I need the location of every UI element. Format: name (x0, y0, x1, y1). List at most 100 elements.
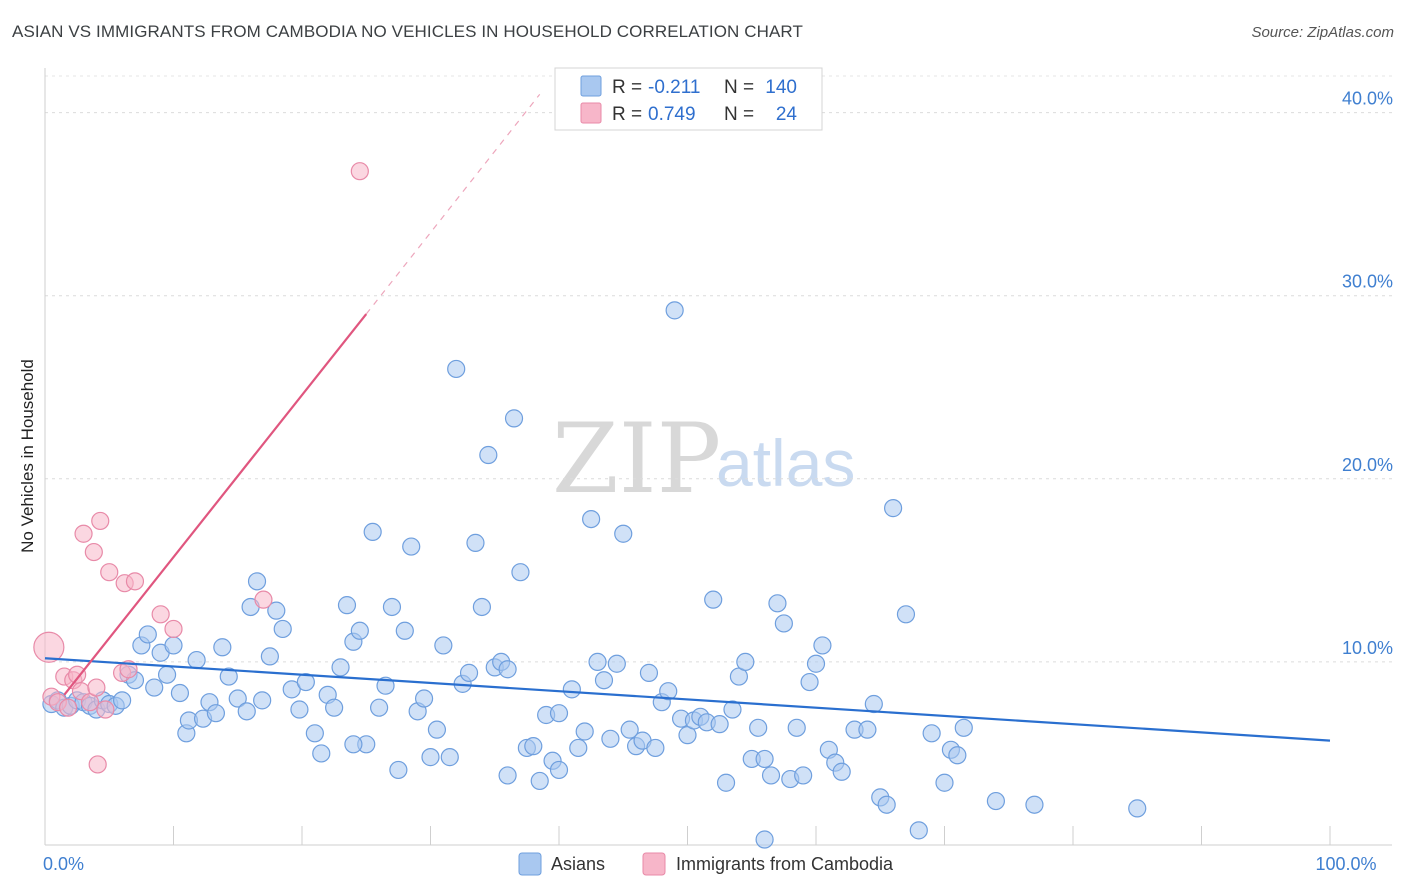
data-point-asians (145, 678, 164, 697)
data-point-asians (922, 724, 941, 743)
data-point-asians (237, 702, 256, 721)
data-point-asians (253, 691, 272, 710)
series-asians (42, 301, 1147, 849)
data-point-asians (549, 704, 569, 723)
data-point-asians (498, 766, 517, 785)
data-point-asians (948, 746, 967, 765)
y-tick-label: 30.0% (1342, 272, 1393, 292)
bottom-legend-swatch-cambodia (642, 852, 666, 876)
data-point-asians (806, 654, 826, 673)
legend-r-label-1: R = (612, 77, 642, 98)
data-point-asians (337, 596, 357, 615)
watermark: ZIP atlas (552, 403, 855, 515)
trend-line-cambodia-extension (365, 93, 541, 315)
series-legend: Asians Immigrants from Cambodia (518, 852, 894, 876)
x-tick-label: 0.0% (43, 854, 84, 874)
data-point-cambodia (96, 700, 115, 719)
data-point-asians (170, 683, 190, 703)
trend-line-asians (44, 657, 1331, 742)
data-point-asians (350, 621, 369, 640)
data-point-asians (594, 671, 614, 690)
data-point-asians (562, 680, 581, 699)
data-point-asians (325, 698, 344, 717)
legend-n-value-1: 140 (765, 77, 797, 98)
legend-n-label-2: N = (724, 104, 754, 125)
data-point-asians (472, 597, 491, 617)
data-point-asians (414, 689, 434, 708)
bottom-legend-label-cambodia: Immigrants from Cambodia (676, 854, 894, 874)
data-point-asians (296, 672, 315, 692)
data-point-asians (935, 773, 954, 792)
data-point-asians (761, 766, 781, 785)
data-point-asians (402, 537, 421, 556)
data-point-cambodia (84, 542, 103, 562)
data-point-asians (614, 524, 633, 543)
data-point-asians (206, 704, 226, 723)
data-point-asians (434, 636, 453, 655)
watermark-atlas: atlas (716, 426, 855, 500)
data-point-asians (723, 700, 742, 719)
data-point-asians (755, 749, 774, 769)
data-point-asians (582, 509, 601, 529)
legend-swatch-asians (580, 75, 602, 97)
data-point-asians (749, 718, 768, 737)
data-point-asians (755, 830, 774, 849)
data-point-asians (659, 682, 678, 701)
data-point-asians (768, 594, 787, 613)
y-axis-title: No Vehicles in Household (18, 359, 37, 553)
data-point-asians (247, 572, 267, 591)
data-point-asians (511, 563, 530, 582)
legend-swatch-cambodia (580, 102, 602, 124)
data-point-asians (787, 718, 806, 737)
data-point-asians (282, 680, 301, 699)
data-point-asians (395, 621, 414, 640)
data-point-asians (187, 650, 206, 670)
bottom-legend-label-asians: Asians (551, 854, 605, 874)
y-tick-label: 20.0% (1342, 455, 1393, 475)
data-point-asians (549, 760, 569, 780)
y-tick-label: 40.0% (1342, 89, 1393, 109)
data-point-asians (704, 590, 723, 609)
data-point-asians (389, 760, 408, 780)
data-point-asians (447, 359, 466, 379)
data-point-asians (877, 795, 896, 814)
data-point-cambodia (68, 665, 87, 684)
data-point-asians (376, 676, 395, 695)
data-point-asians (575, 722, 594, 741)
data-point-asians (710, 715, 729, 734)
data-point-asians (382, 597, 402, 617)
data-point-asians (646, 738, 665, 758)
data-point-asians (607, 654, 626, 673)
legend-r-value-2: 0.749 (648, 104, 696, 125)
data-point-cambodia (87, 678, 106, 697)
legend-r-value-1: -0.211 (648, 77, 700, 98)
trend-lines (44, 93, 1331, 742)
data-point-cambodia (151, 605, 170, 624)
tick-labels: 10.0% 20.0% 30.0% 40.0% 0.0% 100.0% (43, 89, 1393, 874)
data-point-asians (228, 689, 247, 708)
data-point-asians (530, 771, 549, 791)
data-point-asians (267, 601, 286, 620)
data-point-cambodia (164, 619, 183, 639)
data-point-asians (459, 663, 479, 682)
data-point-asians (370, 698, 389, 717)
data-point-cambodia (33, 631, 65, 663)
data-point-cambodia (100, 563, 119, 582)
data-point-cambodia (119, 660, 138, 679)
series-immigrants-from-cambodia (33, 162, 369, 774)
data-point-asians (112, 691, 132, 710)
data-point-asians (794, 766, 813, 785)
data-point-asians (896, 605, 916, 624)
data-point-asians (864, 694, 883, 714)
data-point-asians (164, 636, 183, 655)
data-point-asians (273, 619, 292, 639)
data-point-asians (440, 748, 459, 767)
data-point-asians (800, 672, 819, 692)
bottom-legend-swatch-asians (518, 852, 542, 876)
data-point-asians (736, 652, 755, 672)
data-point-asians (620, 720, 639, 739)
correlation-legend: R = -0.211 N = 140 R = 0.749 N = 24 (554, 67, 823, 131)
source-credit: Source: ZipAtlas.com (1251, 24, 1394, 41)
data-point-asians (909, 821, 928, 840)
legend-n-value-2: 24 (776, 104, 798, 125)
